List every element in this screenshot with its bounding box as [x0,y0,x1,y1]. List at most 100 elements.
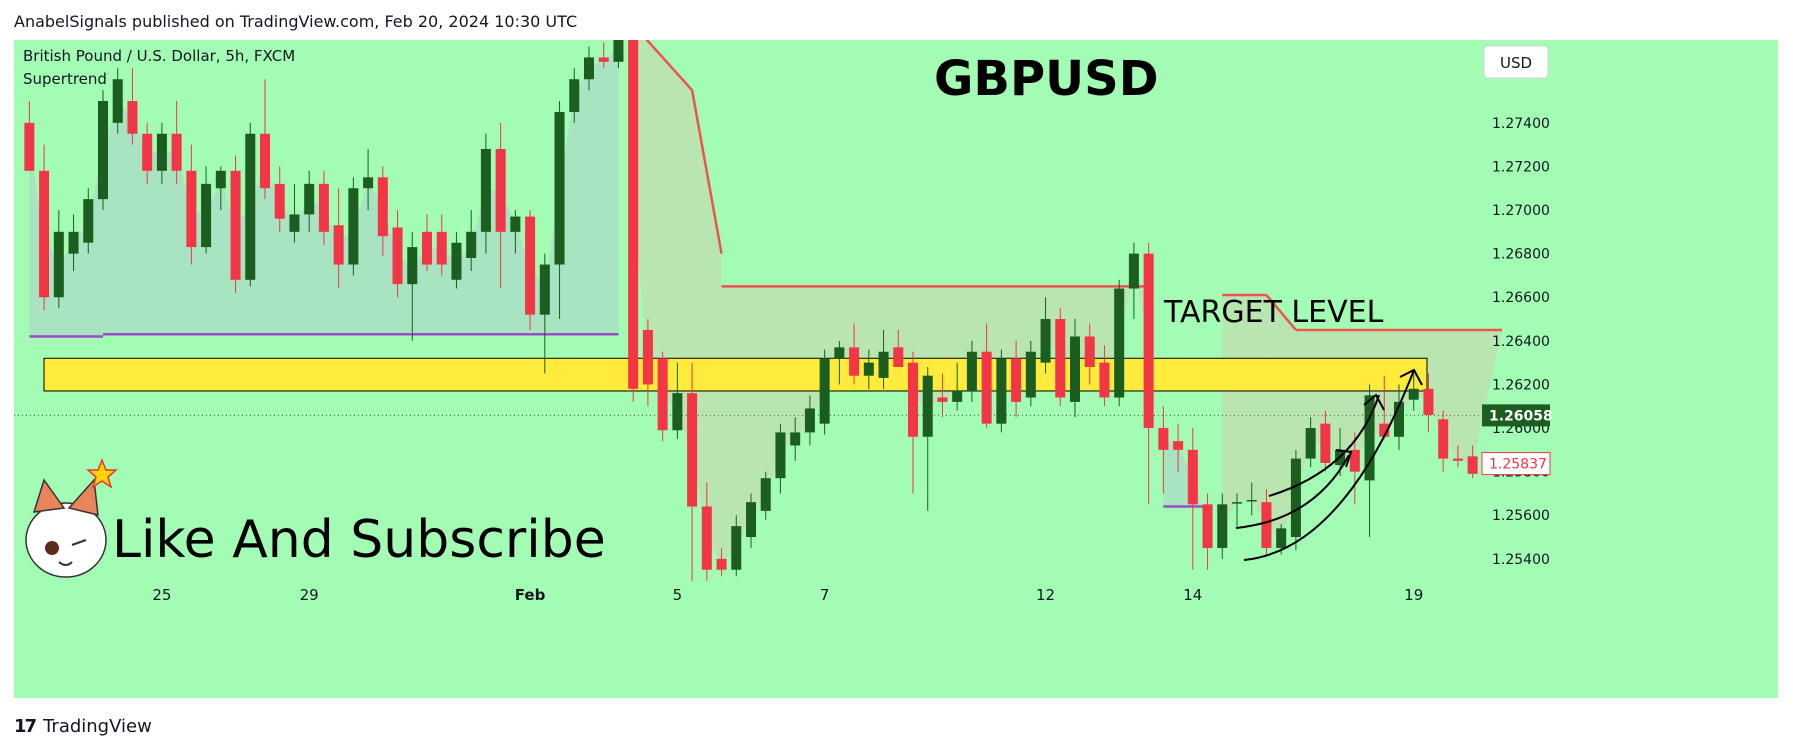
candle [657,351,668,442]
candle-body [819,358,830,424]
current-price-badge [1481,452,1551,476]
candle [1025,340,1036,407]
x-tick-label: Feb [515,586,546,604]
candle [97,90,109,211]
indicator-name[interactable]: Supertrend [23,70,107,88]
y-tick-label: 1.25600 [1492,508,1550,524]
candle-body [922,375,933,437]
candle [215,166,226,211]
target-zone [43,357,1428,392]
candle [1290,449,1301,551]
candle-body [775,432,786,479]
curved-arrow-3-head [1399,368,1423,386]
x-tick-label: 14 [1183,586,1202,604]
candle [598,42,609,69]
candle [1246,482,1257,516]
candle-body [804,408,815,433]
candle [745,493,757,548]
candle [363,149,374,211]
symbol-line: British Pound / U.S. Dollar, 5h, FXCM [23,47,295,65]
candle [53,210,64,309]
x-ticks: 25 29 Feb 5 7 12 14 19 [152,586,1423,604]
candle-body [1290,458,1301,538]
candle [687,362,698,581]
candle [407,231,418,341]
candle-body [937,397,948,402]
candle-body [304,183,315,215]
chart-container[interactable]: British Pound / U.S. Dollar, 5h, FXCM Su… [14,13,1778,698]
zone-label: TARGET LEVEL [1163,295,1384,330]
tradingview-brand: TradingView [43,716,152,737]
candle-body [1143,253,1154,429]
supertrend-fill-3 [692,90,722,565]
candle [436,214,447,276]
candle-body [1393,401,1405,437]
supertrend-fill-5 [1163,438,1208,527]
candle-body [1217,504,1228,548]
candle-body [893,347,904,367]
candle-body [1349,449,1360,472]
publish-line: AnabelSignals published on TradingView.c… [14,12,578,31]
x-tick-label: 25 [152,586,171,604]
candle-body [745,502,757,538]
price-axis[interactable]: USD 1.27400 1.27200 1.27000 1.26800 1.26600 1… [1481,45,1553,568]
candle-body [863,362,874,376]
candle [421,214,433,272]
candle [834,340,845,385]
supertrend-line-3 [690,89,723,254]
candle-body [407,247,418,285]
candle [392,210,403,298]
candle-body [230,170,241,280]
candle [1158,406,1169,494]
candle [952,362,963,411]
candle-body [628,29,639,389]
x-tick-label: 7 [820,586,830,604]
candle-body [112,79,123,123]
candle [127,68,138,145]
current-price-label: 1.25837 [1489,457,1547,473]
candle-body [1187,449,1198,505]
candle [377,166,388,256]
candle [1349,432,1360,505]
candle-body [363,177,374,189]
candle [230,155,241,293]
candle-body [1379,423,1390,437]
candle-body [834,347,845,359]
candle [1217,493,1228,559]
candle [1393,384,1405,450]
candle [893,329,904,367]
candle-body [966,351,977,391]
candle-body [83,199,94,243]
last-price-badge [1482,404,1550,427]
candle [1305,417,1316,468]
candle [1452,445,1463,468]
candle-body [731,526,742,570]
candlestick-chart[interactable]: British Pound / U.S. Dollar, 5h, FXCM Su… [14,13,1778,698]
currency-button[interactable] [1483,45,1549,79]
candle [731,515,742,577]
y-tick-label: 1.25400 [1492,552,1550,568]
candle-body [289,214,300,232]
tradingview-footer[interactable]: 17 TradingView [14,716,152,737]
candle-body [554,111,565,265]
chart-title: GBPUSD [934,51,1159,107]
candle [495,122,506,289]
candles[interactable] [24,13,1478,581]
candle [156,122,167,184]
arrow-annotations [1235,368,1423,561]
candle-body [377,177,388,237]
candle-body [1467,456,1478,474]
candle [790,417,801,461]
candle-body [480,149,491,232]
candle-body [849,347,860,376]
supertrend-fill-6 [1222,295,1267,527]
candle-body [642,329,653,385]
candle [966,340,977,402]
candle [628,13,639,402]
candle-body [201,183,212,248]
candle-body [569,79,580,112]
x-tick-label: 5 [673,586,683,604]
candle [775,423,786,494]
candle-body [583,57,595,80]
candle [539,253,550,374]
